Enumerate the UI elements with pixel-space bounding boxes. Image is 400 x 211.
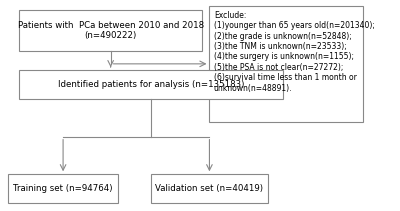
Text: Training set (n=94764): Training set (n=94764) (13, 184, 113, 193)
FancyBboxPatch shape (8, 174, 118, 203)
Text: Identified patients for analysis (n=135183): Identified patients for analysis (n=1351… (58, 80, 244, 89)
Text: Patients with  PCa between 2010 and 2018
(n=490222): Patients with PCa between 2010 and 2018 … (18, 21, 204, 40)
Text: Validation set (n=40419): Validation set (n=40419) (156, 184, 264, 193)
FancyBboxPatch shape (19, 70, 283, 99)
Text: Exclude:
(1)younger than 65 years old(n=201340);
(2)the grade is unknown(n=52848: Exclude: (1)younger than 65 years old(n=… (214, 11, 375, 93)
FancyBboxPatch shape (210, 5, 363, 122)
FancyBboxPatch shape (19, 10, 202, 51)
FancyBboxPatch shape (151, 174, 268, 203)
